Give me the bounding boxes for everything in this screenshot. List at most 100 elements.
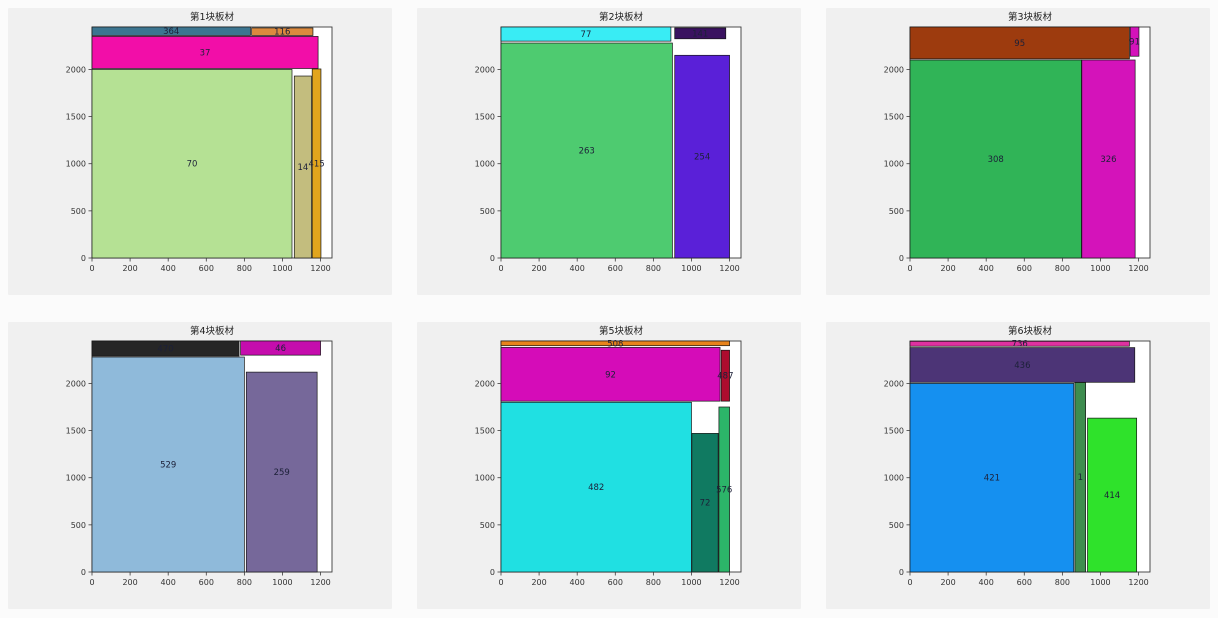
piece-rect — [909, 340, 1130, 347]
piece-rect — [251, 27, 314, 36]
y-tick-label: 0 — [490, 568, 495, 577]
x-tick-label: 1200 — [310, 578, 330, 587]
x-tick-label: 1200 — [310, 264, 330, 273]
piece-label: 576 — [716, 486, 732, 496]
y-tick-label: 500 — [480, 521, 495, 530]
y-tick-label: 1000 — [66, 160, 86, 169]
piece-label: 436 — [1014, 361, 1030, 371]
y-tick-label: 2000 — [884, 379, 904, 388]
piece-rect — [909, 383, 1075, 573]
chart-title: 第4块板材 — [190, 325, 235, 337]
piece-labels-group: 308 326 95 91 — [988, 38, 1140, 165]
x-tick-label: 800 — [237, 578, 252, 587]
piece-labels-group: 482 72 576 92 487 508 — [588, 339, 733, 508]
y-tick-label: 1500 — [66, 427, 86, 436]
x-tick-label: 1000 — [272, 578, 292, 587]
piece-rect — [91, 356, 245, 573]
x-tick-label: 1000 — [681, 264, 701, 273]
y-tick-label: 1000 — [475, 160, 495, 169]
board-chart-panel: 第6块板材 421 1 414 436 736 0 200 400 600 800 1000 1200 0… — [826, 322, 1210, 609]
piece-rect — [91, 36, 319, 69]
piece-label: 72 — [700, 499, 711, 509]
x-tick-label: 800 — [1055, 578, 1070, 587]
piece-label: 77 — [581, 30, 592, 40]
y-axis-ticks: 0 500 1000 1500 2000 — [66, 65, 92, 263]
piece-rect — [691, 433, 719, 573]
piece-label: 259 — [274, 468, 290, 478]
y-tick-label: 0 — [81, 568, 86, 577]
piece-rect — [909, 26, 1130, 60]
piece-label: 470 — [157, 345, 173, 355]
y-tick-label: 2000 — [884, 65, 904, 74]
x-tick-label: 400 — [570, 264, 585, 273]
piece-rect — [500, 26, 672, 42]
x-tick-label: 200 — [940, 578, 955, 587]
x-tick-label: 800 — [646, 578, 661, 587]
pieces-group — [500, 26, 730, 259]
x-axis-ticks: 0 200 400 600 800 1000 1200 — [498, 258, 740, 273]
pieces-group — [909, 26, 1140, 259]
x-tick-label: 0 — [498, 264, 503, 273]
piece-label: 254 — [694, 153, 710, 163]
piece-rect — [718, 406, 730, 573]
piece-label: 70 — [187, 160, 198, 170]
y-axis-ticks: 0 500 1000 1500 2000 — [475, 379, 501, 577]
piece-label: 308 — [988, 155, 1004, 165]
y-tick-label: 1500 — [66, 113, 86, 122]
y-tick-label: 1000 — [884, 160, 904, 169]
x-tick-label: 1200 — [1128, 264, 1148, 273]
x-tick-label: 400 — [979, 264, 994, 273]
x-tick-label: 0 — [498, 578, 503, 587]
x-tick-label: 800 — [646, 264, 661, 273]
piece-label: 1 — [1078, 473, 1083, 483]
piece-labels-group: 529 259 470 46 — [157, 344, 289, 478]
piece-rect — [91, 69, 293, 259]
piece-rect — [1081, 59, 1136, 259]
piece-rect — [674, 54, 730, 259]
piece-label: 116 — [274, 28, 290, 38]
y-tick-label: 0 — [899, 254, 904, 263]
x-tick-label: 1000 — [1090, 578, 1110, 587]
piece-rect — [500, 347, 721, 402]
piece-label: 46 — [275, 344, 286, 354]
piece-rect — [500, 42, 673, 259]
x-tick-label: 400 — [161, 578, 176, 587]
y-axis-ticks: 0 500 1000 1500 2000 — [66, 379, 92, 577]
y-tick-label: 1500 — [884, 427, 904, 436]
x-tick-label: 800 — [1055, 264, 1070, 273]
piece-label: 92 — [605, 370, 616, 380]
piece-rect — [909, 347, 1136, 383]
piece-label: 736 — [1012, 340, 1028, 350]
y-tick-label: 1000 — [475, 474, 495, 483]
x-tick-label: 0 — [907, 578, 912, 587]
piece-label: 364 — [163, 27, 179, 37]
y-tick-label: 500 — [71, 521, 86, 530]
y-tick-label: 1000 — [66, 474, 86, 483]
x-tick-label: 1200 — [1128, 578, 1148, 587]
y-tick-label: 1500 — [884, 113, 904, 122]
x-axis-ticks: 0 200 400 600 800 1000 1200 — [89, 572, 331, 587]
piece-rect — [500, 401, 692, 573]
piece-rect — [240, 340, 321, 356]
piece-labels-group: 70 14 415 37 364 116 — [163, 27, 325, 173]
board-chart-panel: 第3块板材 308 326 95 91 0 200 400 600 800 1000 1200 0 500… — [826, 8, 1210, 295]
piece-label: 508 — [607, 339, 623, 349]
piece-label: 326 — [1100, 155, 1116, 165]
y-tick-label: 2000 — [66, 65, 86, 74]
x-tick-label: 600 — [608, 578, 623, 587]
piece-labels-group: 421 1 414 436 736 — [984, 340, 1120, 501]
piece-rect — [91, 340, 240, 357]
x-tick-label: 1200 — [719, 578, 739, 587]
board-chart-panel: 第1块板材 70 14 415 37 364 116 0 200 400 600 800 1000 120… — [8, 8, 392, 295]
pieces-group — [500, 340, 730, 573]
piece-label: 482 — [588, 483, 604, 493]
board-chart-panel: 第2块板材 263 254 77 141 0 200 400 600 800 1000 1200 0 50… — [417, 8, 801, 295]
x-tick-label: 600 — [199, 264, 214, 273]
x-tick-label: 1000 — [272, 264, 292, 273]
x-axis-ticks: 0 200 400 600 800 1000 1200 — [89, 258, 331, 273]
y-tick-label: 500 — [889, 521, 904, 530]
x-tick-label: 400 — [570, 578, 585, 587]
x-tick-label: 600 — [1017, 578, 1032, 587]
x-axis-ticks: 0 200 400 600 800 1000 1200 — [498, 572, 740, 587]
y-tick-label: 1500 — [475, 427, 495, 436]
